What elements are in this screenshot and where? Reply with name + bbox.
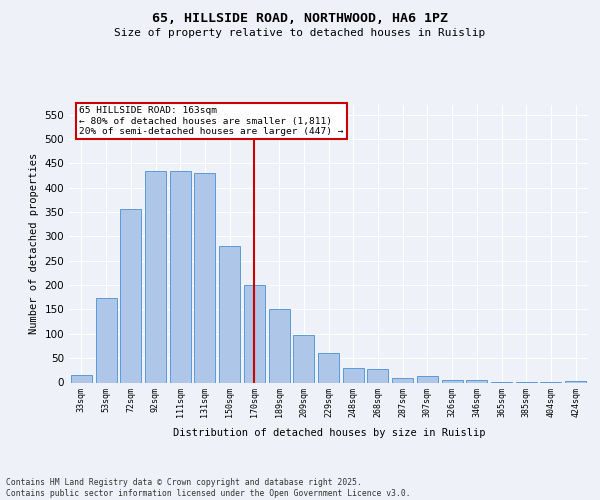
Bar [120, 208, 141, 382]
Bar [367, 370, 388, 382]
Text: 65 HILLSIDE ROAD: 163sqm
← 80% of detached houses are smaller (1,811)
20% of sem: 65 HILLSIDE ROAD: 163sqm ← 80% of detach… [79, 106, 344, 136]
Text: 65, HILLSIDE ROAD, NORTHWOOD, HA6 1PZ: 65, HILLSIDE ROAD, NORTHWOOD, HA6 1PZ [152, 12, 448, 26]
Bar [170, 170, 191, 382]
Text: Distribution of detached houses by size in Ruislip: Distribution of detached houses by size … [173, 428, 485, 438]
Bar [194, 173, 215, 382]
Bar [417, 376, 438, 382]
Bar [565, 381, 586, 382]
Bar [318, 354, 339, 382]
Bar [392, 378, 413, 382]
Text: Contains HM Land Registry data © Crown copyright and database right 2025.
Contai: Contains HM Land Registry data © Crown c… [6, 478, 410, 498]
Bar [343, 368, 364, 382]
Bar [145, 170, 166, 382]
Bar [219, 246, 240, 382]
Bar [442, 380, 463, 382]
Y-axis label: Number of detached properties: Number of detached properties [29, 153, 39, 334]
Bar [95, 298, 116, 382]
Bar [269, 310, 290, 382]
Bar [293, 336, 314, 382]
Text: Size of property relative to detached houses in Ruislip: Size of property relative to detached ho… [115, 28, 485, 38]
Bar [244, 285, 265, 382]
Bar [71, 375, 92, 382]
Bar [466, 380, 487, 382]
